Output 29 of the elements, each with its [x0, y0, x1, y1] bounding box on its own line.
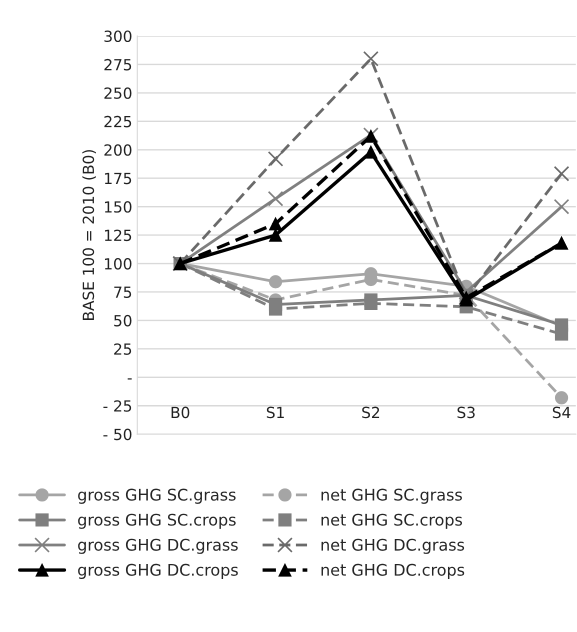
y-tick-label: 25 — [114, 343, 132, 355]
legend-label: net GHG DC.grass — [322, 538, 464, 554]
y-tick-label: 75 — [114, 286, 132, 298]
legend-label: net GHG SC.grass — [322, 488, 462, 504]
legend-label: net GHG SC.crops — [322, 514, 462, 529]
legend-label: net GHG DC.crops — [322, 564, 464, 579]
x-tick-label: S3 — [458, 406, 475, 418]
x-tick-label: S1 — [266, 406, 284, 418]
y-tick-label: 100 — [104, 258, 132, 270]
y-tick-label: 150 — [104, 201, 132, 213]
legend-label: gross GHG DC.crops — [78, 564, 238, 579]
y-tick-label: - — [128, 378, 132, 380]
y-tick-label: 250 — [104, 87, 132, 99]
y-axis-title: BASE 100 = 2010 (B0) — [82, 150, 96, 320]
legend-label: gross GHG SC.crops — [78, 514, 236, 529]
y-tick-label: 125 — [104, 230, 132, 242]
x-tick-label: B0 — [172, 406, 190, 418]
x-tick-label: S2 — [362, 406, 380, 418]
y-tick-label: - 25 — [103, 400, 132, 412]
y-tick-label: 50 — [114, 314, 132, 326]
y-tick-label: 200 — [104, 144, 132, 156]
y-tick-label: 300 — [104, 30, 132, 42]
x-tick-label: S4 — [552, 406, 570, 418]
y-tick-label: 175 — [104, 172, 132, 184]
y-tick-label: 225 — [104, 116, 132, 128]
legend-label: gross GHG SC.grass — [78, 488, 236, 504]
y-tick-label: - 50 — [103, 428, 132, 440]
y-tick-label: 275 — [104, 58, 132, 70]
legend-label: gross GHG DC.grass — [78, 538, 238, 554]
